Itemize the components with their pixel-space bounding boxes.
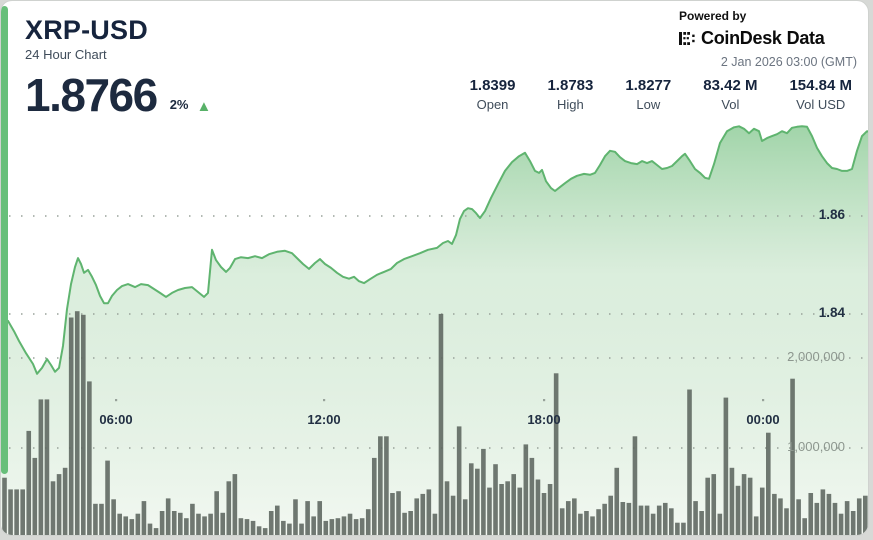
x-axis-time-label: 12:00 <box>307 412 341 427</box>
x-axis-time-label: 00:00 <box>746 412 780 427</box>
current-price: 1.8766 <box>25 69 158 121</box>
brand-link[interactable]: CoinDesk Data <box>679 28 857 49</box>
x-axis-time-label: 06:00 <box>99 412 133 427</box>
header-right: Powered by CoinDesk Data 2 Jan 2026 03:0… <box>679 9 857 69</box>
y-axis-price-label: 1.86 <box>818 207 845 222</box>
y-axis-price-label: 1.84 <box>818 305 845 320</box>
coindesk-logo-icon <box>679 30 696 47</box>
chart-subtitle: 24 Hour Chart <box>25 47 107 62</box>
up-triangle-icon: ▲ <box>196 98 212 115</box>
stat-open: 1.8399 Open <box>470 77 516 112</box>
stat-volume: 83.42 M Vol <box>703 77 757 112</box>
brand-name: CoinDesk <box>701 28 782 48</box>
chart-timestamp: 2 Jan 2026 03:00 (GMT) <box>720 55 857 69</box>
stats-row: 1.8399 Open 1.8783 High 1.8277 Low 83.42… <box>470 77 852 112</box>
y-axis-volume-label: 1,000,000 <box>787 439 845 454</box>
stat-high: 1.8783 High <box>547 77 593 112</box>
change-percent: 2% <box>169 97 189 112</box>
powered-by-label: Powered by <box>679 9 747 23</box>
accent-bar <box>1 6 8 474</box>
stat-label: High <box>557 97 584 112</box>
stat-label: Open <box>476 97 509 112</box>
stat-value: 154.84 M <box>789 77 852 94</box>
price-row: 1.8766 2% ▲ <box>25 72 211 118</box>
stat-label: Low <box>636 97 661 112</box>
stat-label: Vol USD <box>796 97 846 112</box>
x-axis-time-label: 18:00 <box>527 412 561 427</box>
stat-value: 1.8399 <box>469 77 516 94</box>
y-axis-volume-label: 2,000,000 <box>787 349 845 364</box>
stat-volume-usd: 154.84 M Vol USD <box>789 77 852 112</box>
stat-value: 1.8277 <box>625 77 672 94</box>
stat-low: 1.8277 Low <box>625 77 671 112</box>
symbol-title: XRP-USD <box>25 15 148 45</box>
stat-value: 83.42 M <box>703 77 758 94</box>
header-left: XRP-USD 24 Hour Chart 1.8766 2% ▲ <box>25 15 211 118</box>
stat-value: 1.8783 <box>547 77 594 94</box>
brand-suffix: Data <box>786 28 825 48</box>
stat-label: Vol <box>721 97 740 112</box>
